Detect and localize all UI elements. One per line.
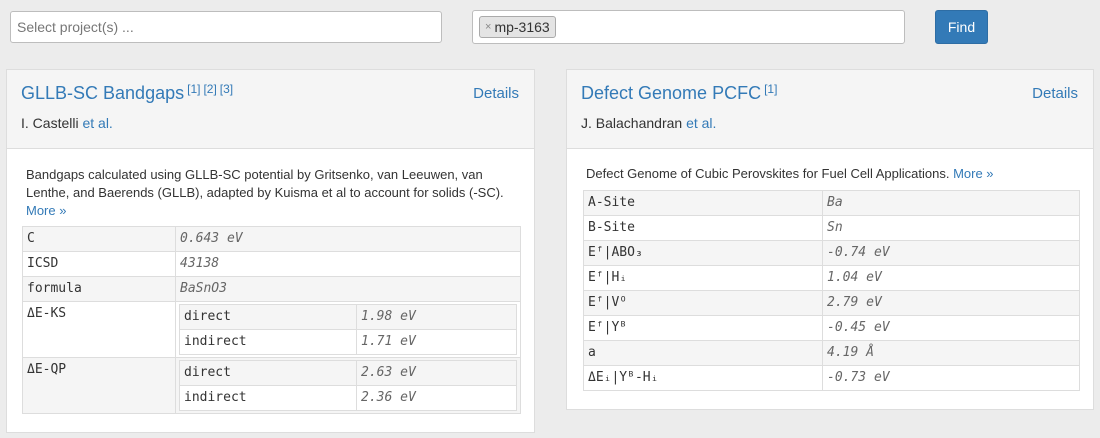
table-row: direct 2.63 eV [179, 360, 517, 386]
card-body: Bandgaps calculated using GLLB-SC potent… [7, 149, 534, 422]
row-key: ICSD [22, 251, 176, 277]
table-row: a 4.19 Å [583, 340, 1080, 366]
nested-table: direct 2.63 eV indirect 2.36 eV [179, 360, 517, 411]
card-header: GLLB-SC Bandgaps [1] [2] [3] Details I. Cas… [7, 70, 534, 149]
row-value: Sn [822, 215, 1080, 241]
authors: J. Balachandran et al. [581, 115, 716, 131]
table-row: Eᶠ|Yᴮ -0.45 eV [583, 315, 1080, 341]
description-text: Bandgaps calculated using GLLB-SC potent… [26, 167, 504, 200]
row-key: direct [179, 360, 357, 386]
table-row: ΔE-QP direct 2.63 eV indirect 2.36 eV [22, 357, 521, 414]
details-link[interactable]: Details [473, 85, 519, 102]
row-value: -0.73 eV [822, 365, 1080, 391]
row-key: A-Site [583, 190, 823, 216]
row-value: 1.04 eV [822, 265, 1080, 291]
table-row: A-Site Ba [583, 190, 1080, 216]
material-id-chip: × mp-3163 [479, 16, 556, 38]
authors: I. Castelli et al. [21, 115, 113, 131]
row-value: 0.643 eV [175, 226, 521, 252]
row-key: C [22, 226, 176, 252]
project-select-input[interactable]: Select project(s) ... [10, 11, 442, 43]
card-title-link[interactable]: GLLB-SC Bandgaps [21, 83, 185, 103]
material-ids-input[interactable]: × mp-3163 [472, 10, 905, 44]
contribution-card-defect-genome: Defect Genome PCFC [1] Details J. Balacha… [566, 69, 1094, 410]
row-value: 4.19 Å [822, 340, 1080, 366]
card-title: GLLB-SC Bandgaps [1] [2] [3] [21, 82, 236, 104]
find-button[interactable]: Find [935, 10, 988, 44]
row-value: 2.36 eV [356, 385, 517, 411]
row-value: 2.63 eV [356, 360, 517, 386]
et-al-link[interactable]: et al. [686, 115, 717, 131]
project-select-placeholder: Select project(s) ... [17, 19, 134, 35]
table-row: ICSD 43138 [22, 251, 521, 277]
row-key: ΔE-KS [22, 301, 176, 358]
row-value: BaSnO3 [175, 276, 521, 302]
row-value: 1.71 eV [356, 329, 517, 355]
table-row: direct 1.98 eV [179, 304, 517, 330]
details-link[interactable]: Details [1032, 85, 1078, 102]
row-key: ΔEᵢ|Yᴮ-Hᵢ [583, 365, 823, 391]
nested-table-cell: direct 2.63 eV indirect 2.36 eV [175, 357, 521, 414]
table-row: indirect 1.71 eV [179, 329, 517, 355]
table-row: B-Site Sn [583, 215, 1080, 241]
author-name: I. Castelli [21, 115, 79, 131]
row-value: 1.98 eV [356, 304, 517, 330]
et-al-link[interactable]: et al. [82, 115, 113, 131]
more-link[interactable]: More » [26, 203, 67, 218]
reference-links: [1] [2] [3] [187, 82, 236, 96]
row-key: direct [179, 304, 357, 330]
table-row: Eᶠ|ABO₃ -0.74 eV [583, 240, 1080, 266]
author-name: J. Balachandran [581, 115, 683, 131]
row-value: -0.45 eV [822, 315, 1080, 341]
row-key: indirect [179, 385, 357, 411]
row-key: a [583, 340, 823, 366]
row-key: B-Site [583, 215, 823, 241]
row-value: 43138 [175, 251, 521, 277]
row-key: ΔE-QP [22, 357, 176, 414]
contribution-card-gllb: GLLB-SC Bandgaps [1] [2] [3] Details I. Cas… [6, 69, 535, 433]
row-value: Ba [822, 190, 1080, 216]
row-value: -0.74 eV [822, 240, 1080, 266]
row-key: Eᶠ|ABO₃ [583, 240, 823, 266]
chip-remove-icon[interactable]: × [485, 21, 492, 33]
nested-table: direct 1.98 eV indirect 1.71 eV [179, 304, 517, 355]
table-row: C 0.643 eV [22, 226, 521, 252]
card-title: Defect Genome PCFC [1] [581, 82, 780, 104]
nested-table-cell: direct 1.98 eV indirect 1.71 eV [175, 301, 521, 358]
reference-link[interactable]: [2] [203, 82, 217, 96]
reference-link[interactable]: [3] [219, 82, 234, 96]
row-value: 2.79 eV [822, 290, 1080, 316]
table-row: ΔE-KS direct 1.98 eV indirect 1.71 eV [22, 301, 521, 358]
row-key: indirect [179, 329, 357, 355]
card-description: Defect Genome of Cubic Perovskites for F… [586, 165, 1080, 183]
card-title-link[interactable]: Defect Genome PCFC [581, 83, 762, 103]
table-row: Eᶠ|Vᴼ 2.79 eV [583, 290, 1080, 316]
card-body: Defect Genome of Cubic Perovskites for F… [567, 149, 1093, 399]
card-description: Bandgaps calculated using GLLB-SC potent… [26, 166, 521, 220]
table-row: indirect 2.36 eV [179, 385, 517, 411]
data-table: C 0.643 eV ICSD 43138 formula BaSnO3 ΔE-… [22, 226, 521, 414]
reference-links: [1] [764, 82, 780, 96]
more-link[interactable]: More » [953, 166, 994, 181]
table-row: formula BaSnO3 [22, 276, 521, 302]
description-text: Defect Genome of Cubic Perovskites for F… [586, 166, 950, 181]
table-row: Eᶠ|Hᵢ 1.04 eV [583, 265, 1080, 291]
reference-link[interactable]: [1] [187, 82, 201, 96]
row-key: Eᶠ|Vᴼ [583, 290, 823, 316]
table-row: ΔEᵢ|Yᴮ-Hᵢ -0.73 eV [583, 365, 1080, 391]
card-header: Defect Genome PCFC [1] Details J. Balacha… [567, 70, 1093, 149]
reference-link[interactable]: [1] [764, 82, 778, 96]
row-key: formula [22, 276, 176, 302]
row-key: Eᶠ|Yᴮ [583, 315, 823, 341]
material-id-chip-label: mp-3163 [494, 19, 550, 35]
row-key: Eᶠ|Hᵢ [583, 265, 823, 291]
data-table: A-Site Ba B-Site Sn Eᶠ|ABO₃ -0.74 eV Eᶠ|… [583, 190, 1080, 391]
